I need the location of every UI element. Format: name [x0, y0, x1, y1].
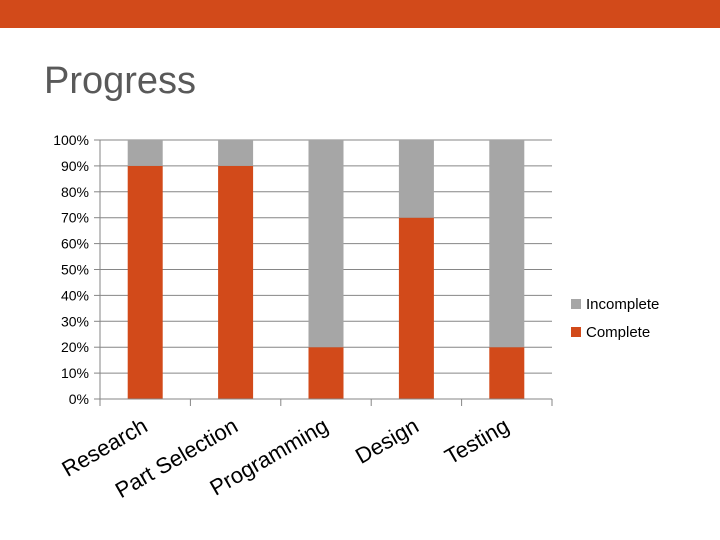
axes: [94, 139, 553, 406]
y-tick-label: 50%: [61, 262, 89, 278]
bar-complete-programming: [308, 347, 344, 399]
slide-title: Progress: [44, 60, 197, 102]
bar-complete-testing: [489, 347, 525, 399]
legend-swatch-complete: [571, 327, 581, 337]
y-tick-label: 20%: [61, 339, 89, 355]
y-tick-label: 80%: [61, 184, 89, 200]
bar-incomplete-testing: [489, 140, 525, 348]
bars: [127, 140, 525, 399]
y-tick-label: 0%: [69, 391, 89, 407]
top-accent-bar: [0, 0, 720, 28]
y-tick-label: 30%: [61, 313, 89, 329]
legend: Incomplete Complete: [571, 296, 659, 341]
legend-swatch-incomplete: [571, 299, 581, 309]
x-category-label: Testing: [440, 413, 513, 470]
x-category-label: Design: [351, 413, 423, 469]
bar-complete-part-selection: [218, 165, 254, 399]
labels: 0%10%20%30%40%50%60%70%80%90%100%Researc…: [53, 132, 513, 503]
y-tick-label: 10%: [61, 365, 89, 381]
legend-label-incomplete: Incomplete: [586, 296, 659, 313]
y-tick-label: 90%: [61, 158, 89, 174]
bar-complete-design: [398, 217, 434, 399]
bar-incomplete-part-selection: [218, 140, 254, 166]
bar-incomplete-research: [127, 140, 163, 166]
y-tick-label: 60%: [61, 236, 89, 252]
legend-label-complete: Complete: [586, 324, 650, 341]
y-tick-label: 40%: [61, 287, 89, 303]
bar-incomplete-design: [398, 140, 434, 218]
y-tick-label: 100%: [53, 132, 89, 148]
y-tick-label: 70%: [61, 210, 89, 226]
bar-incomplete-programming: [308, 140, 344, 348]
bar-complete-research: [127, 165, 163, 399]
